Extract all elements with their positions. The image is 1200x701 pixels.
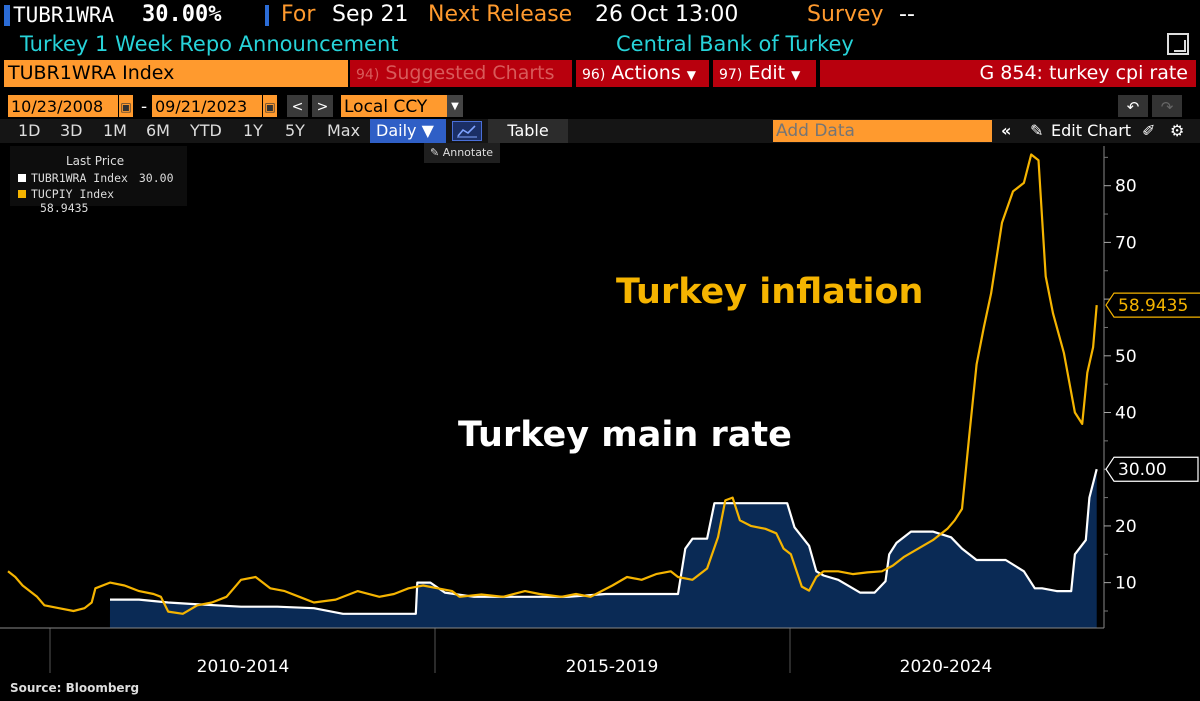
- legend-name-rate: TUBR1WRA Index: [31, 171, 128, 185]
- y-tick-label: 70: [1115, 233, 1137, 253]
- next-release-date: 26 Oct 13:00: [595, 2, 739, 27]
- series-layer: [7, 153, 1098, 628]
- edit-chevron-down-icon: ▼: [791, 68, 801, 82]
- period-1m[interactable]: 1M: [103, 121, 127, 140]
- annotate-button[interactable]: ✎ Annotate: [424, 143, 500, 163]
- currency-select[interactable]: Local CCY ▼: [341, 95, 463, 117]
- index-field[interactable]: TUBR1WRA Index: [4, 60, 348, 87]
- svg-text:30.00: 30.00: [1118, 460, 1167, 480]
- annotation-turkey-inflation: Turkey inflation: [616, 272, 923, 312]
- edit-icon[interactable]: ✐: [1142, 121, 1156, 140]
- expand-icon[interactable]: [1167, 33, 1189, 55]
- for-date: Sep 21: [332, 2, 409, 27]
- last-value: 30.00%: [142, 2, 222, 27]
- start-calendar-icon[interactable]: ▣: [119, 95, 133, 117]
- period-3d[interactable]: 3D: [60, 121, 83, 140]
- suggested-charts-number: 94): [356, 67, 380, 83]
- period-1y[interactable]: 1Y: [243, 121, 263, 140]
- for-label: For: [281, 2, 316, 27]
- legend-heading: Last Price: [66, 154, 125, 168]
- next-arrow-icon[interactable]: >: [312, 95, 333, 117]
- vertical-gridlines: [49, 628, 791, 673]
- undo-icon[interactable]: ↶: [1118, 95, 1148, 117]
- actions-chevron-down-icon: ▼: [686, 68, 697, 82]
- frequency-select[interactable]: Daily ▼: [370, 119, 446, 143]
- annotate-label: Annotate: [442, 146, 494, 159]
- add-data-input[interactable]: [773, 120, 992, 142]
- legend-swatch-rate: [18, 174, 26, 182]
- next-release-label: Next Release: [428, 2, 573, 27]
- currency-value: Local CCY: [344, 97, 428, 117]
- series-line-rate: [110, 468, 1098, 615]
- survey-label: Survey: [807, 2, 884, 27]
- ticker-marker: [4, 5, 10, 26]
- legend-swatch-cpi: [18, 190, 26, 198]
- legend-value-rate: 30.00: [138, 171, 174, 185]
- annotate-pencil-icon: ✎: [430, 146, 440, 159]
- x-tick-label: 2020-2024: [900, 657, 993, 673]
- y-tick-label: 10: [1115, 574, 1137, 594]
- edit-number: 97): [719, 67, 743, 83]
- period-toolbar: 1D 3D 1M 6M YTD 1Y 5Y Max Daily ▼ Table …: [0, 119, 1200, 143]
- last-value-label-cpi: 58.9435: [1105, 292, 1200, 318]
- frequency-value: Daily: [376, 121, 417, 140]
- gear-icon[interactable]: ⚙: [1170, 121, 1185, 140]
- pencil-icon[interactable]: ✎: [1030, 121, 1044, 140]
- annotation-layer: 58.9435 30.00 Turkey inflation Turkey main …: [458, 272, 1200, 482]
- series-line-cpi: [7, 153, 1098, 615]
- y-tick-label: 20: [1115, 517, 1137, 537]
- end-date-input[interactable]: 09/21/2023: [152, 95, 262, 117]
- security-description: Turkey 1 Week Repo Announcement: [20, 32, 399, 56]
- legend-name-cpi: TUCPIY Index: [31, 187, 115, 201]
- security-header: TUBR1WRA 30.00% For Sep 21 Next Release …: [0, 0, 1200, 30]
- date-range-dash: -: [141, 97, 148, 117]
- currency-chevron-down-icon: ▼: [447, 95, 463, 117]
- actions-number: 96): [582, 67, 606, 83]
- legend-value-cpi: 58.9435: [40, 201, 89, 215]
- line-chart-icon[interactable]: [452, 121, 482, 141]
- edit-label: Edit: [748, 62, 786, 84]
- suggested-charts-button[interactable]: 94) Suggested Charts: [350, 60, 572, 87]
- annotation-turkey-main-rate: Turkey main rate: [458, 415, 792, 455]
- price-chart: 10203040506070802010-20142015-20192020-2…: [0, 146, 1200, 673]
- date-range-row: 10/23/2008 ▣ - 09/21/2023 ▣ < > Local CC…: [0, 95, 1200, 119]
- y-tick-label: 80: [1115, 177, 1137, 197]
- period-5y[interactable]: 5Y: [285, 121, 305, 140]
- suggested-charts-label: Suggested Charts: [385, 62, 555, 84]
- end-calendar-icon[interactable]: ▣: [263, 95, 277, 117]
- source-organization: Central Bank of Turkey: [616, 32, 854, 56]
- legend-item-rate[interactable]: TUBR1WRA Index 30.00: [18, 171, 174, 185]
- redo-icon[interactable]: ↷: [1152, 95, 1182, 117]
- axis-layer: 10203040506070802010-20142015-20192020-2…: [0, 146, 1137, 673]
- legend: Last Price TUBR1WRA Index 30.00 TUCPIY I…: [10, 146, 187, 215]
- previous-arrow-icon[interactable]: <: [287, 95, 308, 117]
- y-tick-label: 50: [1115, 347, 1137, 367]
- period-1d[interactable]: 1D: [18, 121, 41, 140]
- period-ytd[interactable]: YTD: [190, 121, 222, 140]
- x-tick-label: 2010-2014: [197, 657, 290, 673]
- y-tick-label: 40: [1115, 404, 1137, 424]
- last-value-label-rate: 30.00: [1105, 456, 1199, 482]
- period-6m[interactable]: 6M: [146, 121, 170, 140]
- survey-value: --: [899, 2, 915, 27]
- header-divider: [265, 5, 269, 26]
- source-note: Source: Bloomberg: [10, 681, 140, 695]
- actions-button[interactable]: 96) Actions ▼: [576, 60, 709, 87]
- series-area-rate: [109, 469, 1097, 628]
- frequency-chevron-down-icon: ▼: [421, 121, 434, 140]
- description-row: Turkey 1 Week Repo Announcement Central …: [0, 30, 1200, 58]
- x-tick-label: 2015-2019: [566, 657, 659, 673]
- edit-chart-button[interactable]: Edit Chart: [1051, 121, 1132, 140]
- command-bar: TUBR1WRA Index 94) Suggested Charts 96) …: [0, 60, 1200, 87]
- actions-label: Actions: [611, 62, 681, 84]
- start-date-input[interactable]: 10/23/2008: [8, 95, 118, 117]
- period-max[interactable]: Max: [327, 121, 361, 140]
- svg-text:58.9435: 58.9435: [1118, 296, 1188, 316]
- ticker-symbol: TUBR1WRA: [13, 3, 115, 27]
- edit-button[interactable]: 97) Edit ▼: [713, 60, 816, 87]
- table-button[interactable]: Table: [488, 119, 568, 143]
- collapse-arrows-icon[interactable]: «: [1001, 121, 1012, 140]
- legend-item-cpi[interactable]: TUCPIY Index 58.9435: [18, 187, 187, 215]
- cpi-chart-link[interactable]: G 854: turkey cpi rate: [820, 60, 1196, 87]
